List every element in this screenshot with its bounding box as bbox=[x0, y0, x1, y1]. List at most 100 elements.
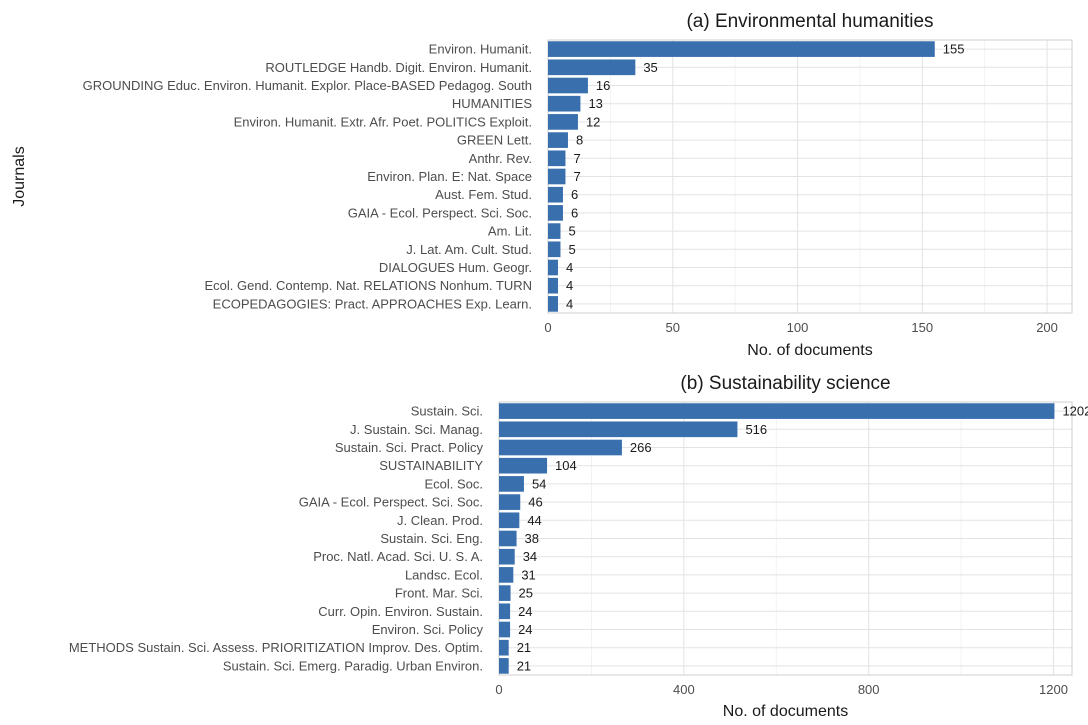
bar bbox=[499, 439, 622, 456]
value-label: 104 bbox=[555, 458, 577, 473]
category-label: GROUNDING Educ. Environ. Humanit. Explor… bbox=[83, 78, 532, 93]
value-label: 21 bbox=[517, 640, 531, 655]
bar bbox=[499, 658, 509, 674]
value-label: 38 bbox=[525, 531, 539, 546]
bar bbox=[548, 59, 636, 76]
chart-title: (b) Sustainability science bbox=[680, 373, 890, 394]
category-label: ROUTLEDGE Handb. Digit. Environ. Humanit… bbox=[265, 60, 532, 75]
value-label: 24 bbox=[518, 604, 532, 619]
category-label: Environ. Plan. E: Nat. Space bbox=[367, 169, 532, 184]
x-tick-label: 0 bbox=[495, 682, 502, 697]
bar bbox=[548, 95, 581, 112]
category-label: Sustain. Sci. Emerg. Paradig. Urban Envi… bbox=[223, 658, 483, 673]
x-tick-label: 0 bbox=[544, 320, 551, 335]
category-label: Environ. Humanit. bbox=[429, 42, 532, 57]
bar bbox=[499, 585, 511, 601]
chart-panel-a: 0 50 100 150 200 Environ. Humanit. 155 ROUTLEDG… bbox=[11, 11, 1073, 359]
value-label: 6 bbox=[571, 205, 578, 220]
category-label: METHODS Sustain. Sci. Assess. PRIORITIZA… bbox=[69, 640, 483, 655]
value-label: 25 bbox=[519, 586, 533, 601]
bar bbox=[499, 548, 515, 565]
value-label: 21 bbox=[517, 658, 531, 673]
bar bbox=[548, 223, 561, 239]
x-tick-label: 100 bbox=[787, 320, 809, 335]
category-label: Environ. Sci. Policy bbox=[372, 622, 484, 637]
bar bbox=[548, 41, 935, 57]
bar bbox=[548, 77, 588, 94]
bar bbox=[499, 639, 509, 656]
y-axis-title: Journals bbox=[11, 146, 28, 206]
value-label: 44 bbox=[527, 513, 541, 528]
value-label: 7 bbox=[573, 169, 580, 184]
value-label: 24 bbox=[518, 622, 532, 637]
bar bbox=[548, 168, 566, 185]
value-label: 1202 bbox=[1062, 404, 1088, 419]
value-label: 4 bbox=[566, 296, 573, 311]
bar bbox=[499, 567, 514, 583]
bar bbox=[499, 603, 511, 620]
category-label: Anthr. Rev. bbox=[469, 151, 532, 166]
bar bbox=[548, 132, 568, 148]
x-tick-label: 50 bbox=[666, 320, 680, 335]
value-label: 12 bbox=[586, 114, 600, 129]
bar bbox=[499, 530, 517, 547]
category-label: Ecol. Gend. Contemp. Nat. RELATIONS Nonh… bbox=[204, 278, 532, 293]
value-label: 7 bbox=[573, 151, 580, 166]
bar bbox=[548, 241, 561, 258]
value-label: 35 bbox=[643, 60, 657, 75]
value-label: 54 bbox=[532, 476, 546, 491]
category-label: J. Lat. Am. Cult. Stud. bbox=[406, 242, 532, 257]
value-label: 5 bbox=[568, 242, 575, 257]
value-label: 6 bbox=[571, 187, 578, 202]
category-label: GAIA - Ecol. Perspect. Sci. Soc. bbox=[348, 205, 532, 220]
bar bbox=[499, 457, 548, 474]
bar bbox=[499, 476, 524, 492]
value-label: 155 bbox=[943, 42, 965, 57]
category-label: J. Clean. Prod. bbox=[397, 513, 483, 528]
category-label: Landsc. Ecol. bbox=[405, 567, 483, 582]
value-label: 16 bbox=[596, 78, 610, 93]
value-label: 5 bbox=[568, 224, 575, 239]
category-label: Sustain. Sci. bbox=[411, 404, 483, 419]
bar bbox=[548, 296, 558, 312]
category-label: Environ. Humanit. Extr. Afr. Poet. POLIT… bbox=[234, 114, 532, 129]
x-tick-label: 400 bbox=[673, 682, 695, 697]
category-label: Sustain. Sci. Pract. Policy bbox=[335, 440, 484, 455]
category-label: Ecol. Soc. bbox=[424, 476, 483, 491]
bar bbox=[548, 205, 563, 221]
category-label: Curr. Opin. Environ. Sustain. bbox=[318, 604, 483, 619]
chart-panel-b: 0 400 800 1200 Sustain. Sci. 1202 J. Sustain. … bbox=[69, 373, 1088, 720]
x-tick-label: 800 bbox=[858, 682, 880, 697]
bar bbox=[548, 186, 563, 203]
bar bbox=[499, 621, 511, 638]
x-tick-label: 200 bbox=[1036, 320, 1058, 335]
value-label: 516 bbox=[745, 422, 767, 437]
category-label: SUSTAINABILITY bbox=[379, 458, 483, 473]
bar bbox=[548, 114, 578, 130]
value-label: 13 bbox=[588, 96, 602, 111]
category-label: ECOPEDAGOGIES: Pract. APPROACHES Exp. Le… bbox=[213, 296, 532, 311]
bar bbox=[499, 512, 520, 529]
bar bbox=[499, 494, 521, 510]
x-axis-title: No. of documents bbox=[747, 342, 872, 359]
category-label: Aust. Fem. Stud. bbox=[435, 187, 532, 202]
category-label: DIALOGUES Hum. Geogr. bbox=[379, 260, 532, 275]
category-label: Am. Lit. bbox=[488, 224, 532, 239]
value-label: 4 bbox=[566, 278, 573, 293]
value-label: 34 bbox=[523, 549, 537, 564]
category-label: Sustain. Sci. Eng. bbox=[380, 531, 483, 546]
chart-title: (a) Environmental humanities bbox=[686, 11, 933, 32]
bar bbox=[548, 277, 558, 294]
bar bbox=[499, 421, 738, 438]
value-label: 4 bbox=[566, 260, 573, 275]
bar bbox=[548, 150, 566, 167]
value-label: 266 bbox=[630, 440, 652, 455]
category-label: Proc. Natl. Acad. Sci. U. S. A. bbox=[313, 549, 483, 564]
category-label: GAIA - Ecol. Perspect. Sci. Soc. bbox=[299, 495, 483, 510]
bar bbox=[499, 403, 1055, 419]
category-label: HUMANITIES bbox=[452, 96, 533, 111]
category-label: J. Sustain. Sci. Manag. bbox=[350, 422, 483, 437]
value-label: 46 bbox=[528, 495, 542, 510]
